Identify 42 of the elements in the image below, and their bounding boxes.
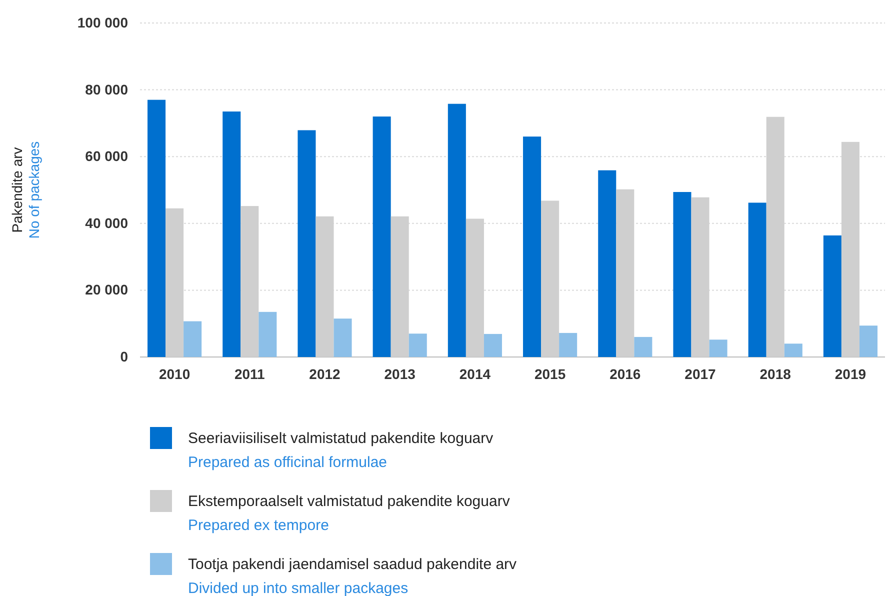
bar [148,100,166,357]
y-tick-label: 80 000 [85,81,128,98]
bar [222,112,241,357]
bar [784,344,802,357]
y-axis-title: Pakendite arv No of packages [9,141,42,239]
y-tick-label: 40 000 [85,214,128,231]
x-tick-label: 2016 [610,366,641,382]
bar [598,170,616,357]
bar [748,202,766,357]
bar [334,318,352,357]
y-tick-label: 0 [120,348,128,364]
bar [298,130,316,357]
bar [709,340,728,357]
y-tick-label: 100 000 [77,14,128,30]
bar [372,116,391,357]
bar [616,189,634,357]
x-tick-label: 2015 [534,366,566,382]
bar [408,334,427,357]
bar [823,235,842,357]
x-tick-label: 2013 [384,366,416,382]
bar [559,332,578,357]
x-tick-label: 2010 [158,366,190,382]
x-tick-label: 2014 [459,366,491,382]
bar [484,334,502,357]
x-tick-label: 2019 [834,366,866,382]
bar [316,216,334,357]
y-tick-label: 20 000 [85,282,128,298]
x-tick-label: 2017 [684,366,716,382]
bar [184,321,202,357]
legend-label: Seeriaviisiliselt valmistatud pakendite koguarv Prepared as officinal formulae [188,430,494,471]
legend-label: Tootja pakendi jaendamisel saadud pakendite arv Divided up into smaller packages [188,556,518,596]
bar [859,326,878,357]
bar [634,336,652,357]
legend-label: Ekstemporaalselt valmistatud pakendite koguarv Prepared ex tempore [188,493,510,534]
x-tick-label: 2018 [760,366,792,382]
bar [673,192,692,357]
bar [523,136,542,357]
x-tick-label: 2011 [234,366,266,382]
y-tick-label: 60 000 [85,148,128,164]
bar [258,312,277,357]
x-tick-label: 2012 [309,366,341,382]
bar [448,104,466,357]
